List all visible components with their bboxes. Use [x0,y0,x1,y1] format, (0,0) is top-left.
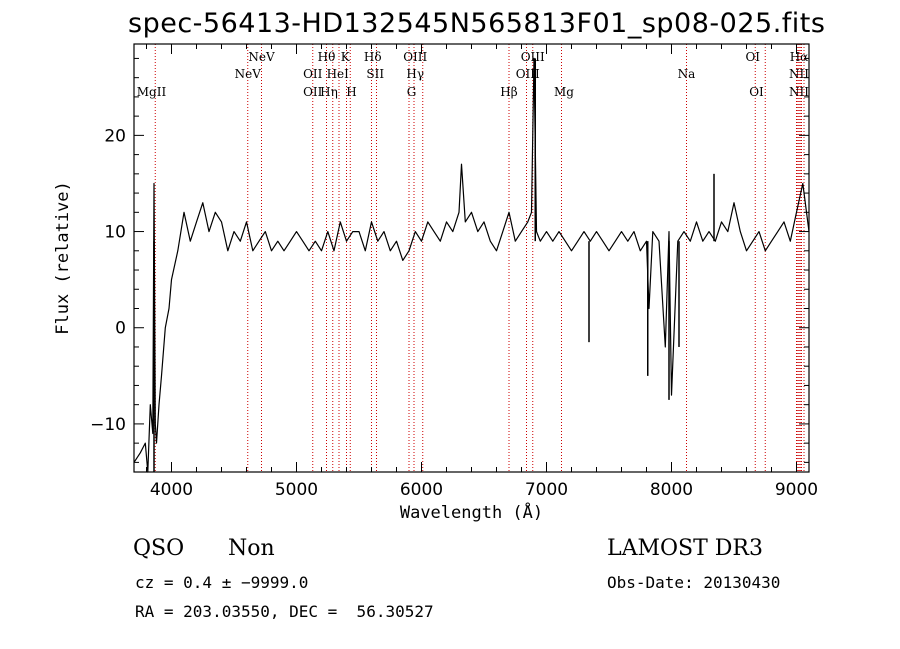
spectral-line-label: Hγ [406,67,424,81]
spectral-line-label: Hη [320,85,338,99]
spectral-line-label: OI [745,50,760,64]
spectral-line-label: NII [789,85,809,99]
spectral-line-label: OIII [521,50,545,64]
x-tick-label: 4000 [150,480,193,500]
spectral-line-label: OI [749,85,764,99]
spectral-line-label: H [346,85,356,99]
spectral-line-label: OIII [403,50,427,64]
spectral-line-label: OIII [516,67,540,81]
chart-title: spec-56413-HD132545N565813F01_sp08-025.f… [128,8,826,39]
spectral-line-label: NeV [235,67,262,81]
spectral-line-label: Hδ [364,50,382,64]
spectral-line-label: Hβ [500,85,517,99]
spectrum-line [133,57,810,473]
y-axis-label: Flux (relative) [53,181,73,335]
spectral-line-label: Na [678,67,696,81]
spectral-line-label: SII [366,67,384,81]
x-tick-label: 9000 [775,480,818,500]
survey-name: LAMOST DR3 [607,536,763,561]
spectral-line-label: Hα [790,50,809,64]
spectral-line-label: Mg [554,85,574,99]
redshift-readout: cz = 0.4 ± −9999.0 [135,573,309,592]
y-tick-label: 10 [104,223,126,243]
spectral-line-label: G [407,85,417,99]
y-tick-label: −10 [90,415,126,435]
x-tick-label: 5000 [275,480,318,500]
x-axis-label: Wavelength (Å) [400,501,543,523]
observation-date: Obs-Date: 20130430 [607,573,781,592]
spectral-line-label: HeI [327,67,350,81]
object-class: QSO [133,536,185,561]
y-tick-label: 0 [115,319,126,339]
y-tick-label: 20 [104,126,126,146]
x-tick-label: 6000 [400,480,443,500]
coordinates-readout: RA = 203.03550, DEC = 56.30527 [135,602,434,621]
x-tick-label: 7000 [525,480,568,500]
spectral-line-label: NeV [248,50,275,64]
x-tick-label: 8000 [650,480,693,500]
spectral-line-label: OII [303,67,323,81]
spectral-line-label: Hθ [318,50,336,64]
spectral-line-label: K [341,50,351,64]
spectral-line-label: MgII [137,85,167,99]
plot-frame [133,43,810,473]
spectral-line-label: OII [303,85,323,99]
spectral-line-label: NII [789,67,809,81]
object-subclass: Non [228,536,275,561]
